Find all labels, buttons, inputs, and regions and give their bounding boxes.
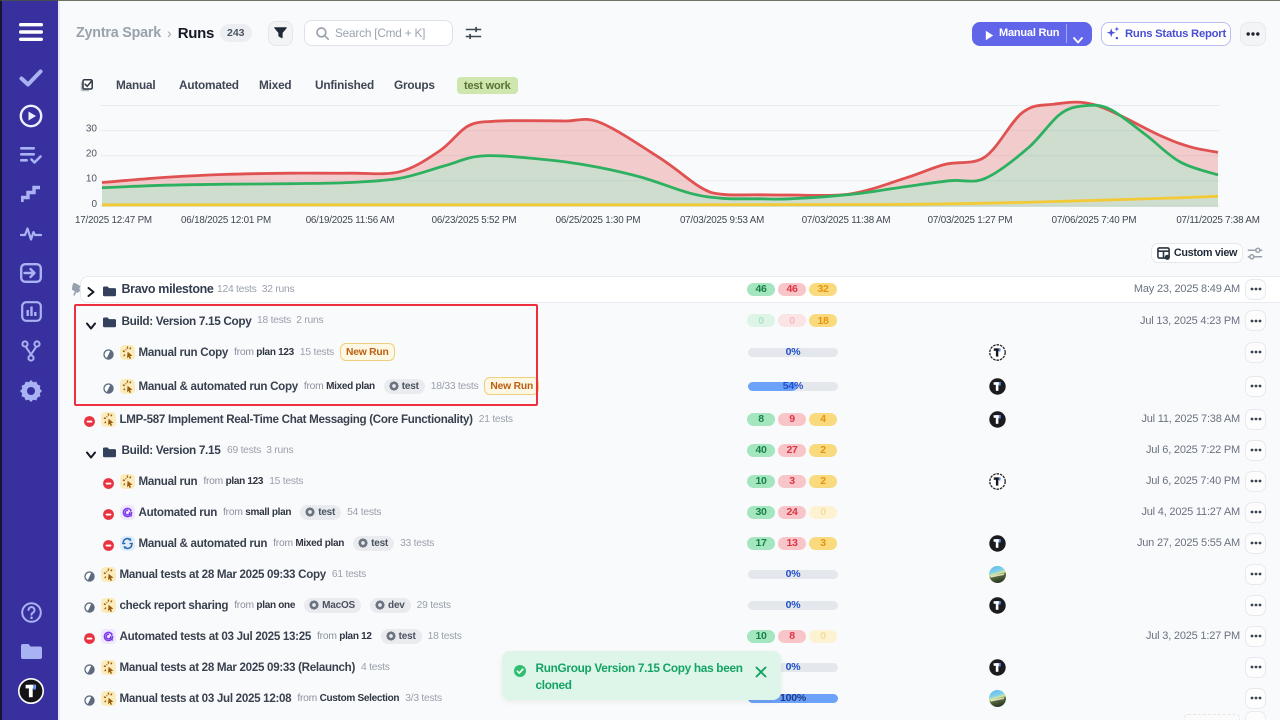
svg-text:30: 30 — [86, 123, 98, 134]
svg-text:0: 0 — [91, 199, 97, 210]
svg-text:06/25/2025 1:30 PM: 06/25/2025 1:30 PM — [556, 215, 641, 226]
svg-text:10: 10 — [86, 174, 98, 185]
svg-text:07/03/2025 1:27 PM: 07/03/2025 1:27 PM — [928, 215, 1013, 226]
svg-text:06/19/2025 11:56 AM: 06/19/2025 11:56 AM — [306, 215, 395, 226]
svg-text:20: 20 — [86, 149, 98, 160]
svg-text:06/18/2025 12:01 PM: 06/18/2025 12:01 PM — [181, 215, 271, 226]
svg-text:07/03/2025 9:53 AM: 07/03/2025 9:53 AM — [680, 215, 764, 226]
svg-text:06/23/2025 5:52 PM: 06/23/2025 5:52 PM — [432, 215, 517, 226]
svg-text:07/11/2025 7:38 AM: 07/11/2025 7:38 AM — [1176, 215, 1259, 226]
svg-text:07/06/2025 7:40 PM: 07/06/2025 7:40 PM — [1052, 215, 1137, 226]
svg-text:07/03/2025 11:38 AM: 07/03/2025 11:38 AM — [802, 215, 891, 226]
svg-text:17/2025 12:47 PM: 17/2025 12:47 PM — [75, 215, 152, 226]
